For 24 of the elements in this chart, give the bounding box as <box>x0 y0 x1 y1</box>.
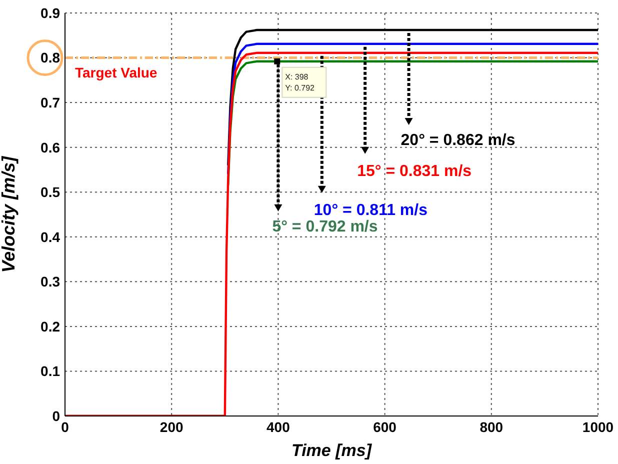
x-tick-label: 600 <box>373 418 397 435</box>
y-tick-label: 0.1 <box>40 363 60 380</box>
y-tick-label: 0.4 <box>40 228 60 245</box>
x-tick-label: 400 <box>266 418 290 435</box>
ref-line-label: Target Value <box>75 64 158 81</box>
y-tick-label: 0.3 <box>40 274 60 290</box>
y-tick-label: 0.7 <box>40 94 60 111</box>
line-series <box>227 42 598 176</box>
x-axis-title: Time [ms] <box>292 441 373 460</box>
y-tick-label: 0.9 <box>40 4 60 21</box>
x-tick-label: 1000 <box>582 418 614 435</box>
annotation: 10° = 0.811 m/s <box>314 202 428 219</box>
annotation: 20° = 0.862 m/s <box>400 132 516 150</box>
y-tick-label: 0.5 <box>40 184 60 200</box>
annotation: X: 398 Y: 0.792 <box>285 72 316 92</box>
y-tick-label: 0.6 <box>40 139 60 156</box>
y-axis-title: Velocity [m/s] <box>0 155 18 273</box>
x-tick-label: 200 <box>160 418 184 435</box>
x-tick-label: 800 <box>480 418 504 435</box>
y-tick-label: 0 <box>52 408 60 424</box>
y-tick-label: 0.8 <box>40 50 60 66</box>
y-tick-label: 0.2 <box>40 318 60 334</box>
annotation: 5° = 0.792 m/s <box>272 218 378 236</box>
annotation: 15° = 0.831 m/s <box>357 162 472 180</box>
